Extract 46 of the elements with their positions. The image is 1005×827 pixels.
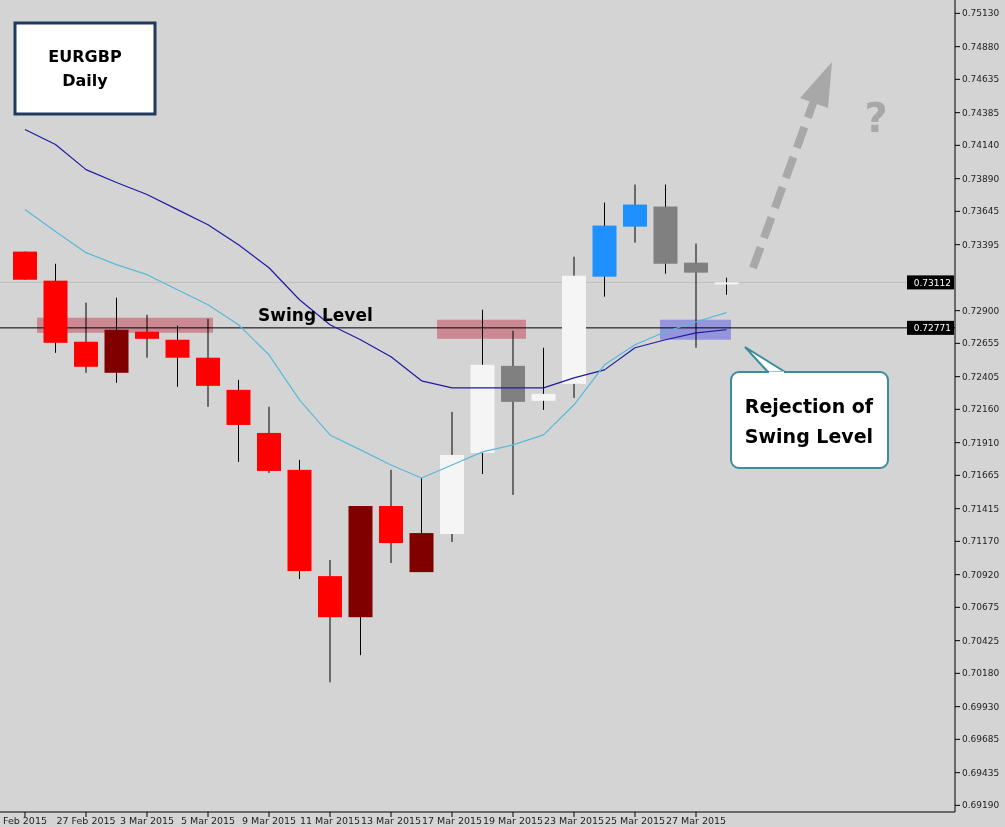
y-tick-label: 0.72900 [962,305,1000,316]
ref-line-label: 0.72771 [913,323,951,334]
x-tick-label: 27 Mar 2015 [665,815,727,826]
y-tick-label: 0.71665 [962,470,1000,481]
y-tick-label: 0.69435 [962,767,1000,778]
y-tick-label: 0.73645 [962,206,1000,217]
y-tick-label: 0.74880 [962,41,1000,52]
x-tick-label: 5 Mar 2015 [180,815,236,826]
x-tick-label: 27 Feb 2015 [56,815,116,826]
y-tick-label: 0.69930 [962,701,1000,712]
y-tick-label: 0.74140 [962,140,1000,151]
x-tick-label: 9 Mar 2015 [241,815,297,826]
line-series [24,209,728,479]
candlestick [531,347,556,411]
x-tick-label: 11 Mar 2015 [299,815,361,826]
y-tick-label: 0.73890 [962,173,1000,184]
line-series [24,128,728,389]
y-tick-label: 0.72405 [962,371,1000,382]
x-tick-label: 3 Mar 2015 [119,815,175,826]
text: EURGBP Daily [48,47,122,90]
y-tick-label: 0.74635 [962,74,1000,85]
y-tick-label: 0.72655 [962,338,1000,349]
y-tick-label: 0.73395 [962,239,1000,250]
x-tick-label: 19 Mar 2015 [482,815,544,826]
y-tick-label: 0.69190 [962,800,1000,811]
x-tick-label: 23 Mar 2015 [543,815,605,826]
y-tick-label: 0.71415 [962,503,1000,514]
y-tick-label: 0.70180 [962,668,1000,679]
y-tick-label: 0.71910 [962,437,1000,448]
y-tick-label: 0.72160 [962,404,1000,415]
annotation: Swing Level [258,304,373,325]
ref-line-label: 0.73112 [913,277,951,288]
y-tick-label: 0.69685 [962,734,1000,745]
y-tick-label: 0.74385 [962,107,1000,118]
x-tick-label: 13 Mar 2015 [360,815,422,826]
text: ? [864,95,888,141]
x-tick-label: 25 Mar 2015 [604,815,666,826]
text: Rejection of Swing Level [744,395,874,447]
x-tick-label: Feb 2015 [2,815,48,826]
y-tick-label: 0.70920 [962,569,1000,580]
y-tick-label: 0.70675 [962,602,1000,613]
x-tick-label: 17 Mar 2015 [421,815,483,826]
candlestick [623,184,647,244]
y-tick-label: 0.75130 [962,8,1000,19]
y-tick-label: 0.71170 [962,536,1000,547]
y-tick-label: 0.70425 [962,635,1000,646]
